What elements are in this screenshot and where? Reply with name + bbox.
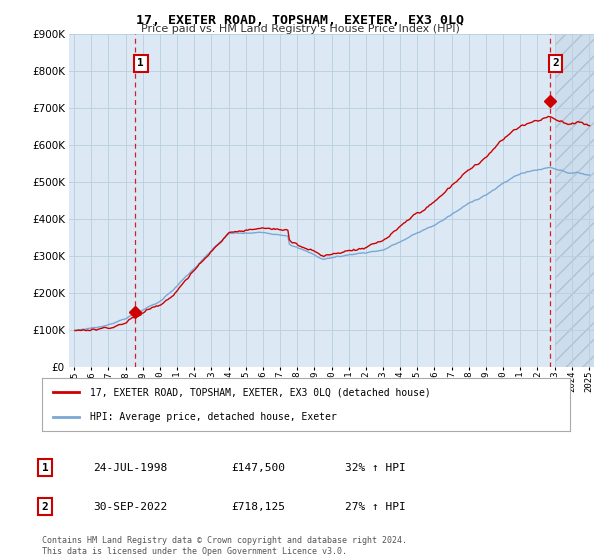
Text: 2: 2 <box>41 502 49 512</box>
Text: 17, EXETER ROAD, TOPSHAM, EXETER, EX3 0LQ: 17, EXETER ROAD, TOPSHAM, EXETER, EX3 0L… <box>136 14 464 27</box>
Text: Price paid vs. HM Land Registry's House Price Index (HPI): Price paid vs. HM Land Registry's House … <box>140 24 460 34</box>
Text: 1: 1 <box>41 463 49 473</box>
Text: Contains HM Land Registry data © Crown copyright and database right 2024.
This d: Contains HM Land Registry data © Crown c… <box>42 536 407 556</box>
Text: 24-JUL-1998: 24-JUL-1998 <box>93 463 167 473</box>
Text: 17, EXETER ROAD, TOPSHAM, EXETER, EX3 0LQ (detached house): 17, EXETER ROAD, TOPSHAM, EXETER, EX3 0L… <box>89 388 430 398</box>
Text: 2: 2 <box>552 58 559 68</box>
Text: £147,500: £147,500 <box>231 463 285 473</box>
Text: 1: 1 <box>137 58 144 68</box>
Text: 30-SEP-2022: 30-SEP-2022 <box>93 502 167 512</box>
Text: £718,125: £718,125 <box>231 502 285 512</box>
Bar <box>554 34 594 367</box>
Text: 32% ↑ HPI: 32% ↑ HPI <box>345 463 406 473</box>
Text: 27% ↑ HPI: 27% ↑ HPI <box>345 502 406 512</box>
Text: HPI: Average price, detached house, Exeter: HPI: Average price, detached house, Exet… <box>89 412 336 422</box>
